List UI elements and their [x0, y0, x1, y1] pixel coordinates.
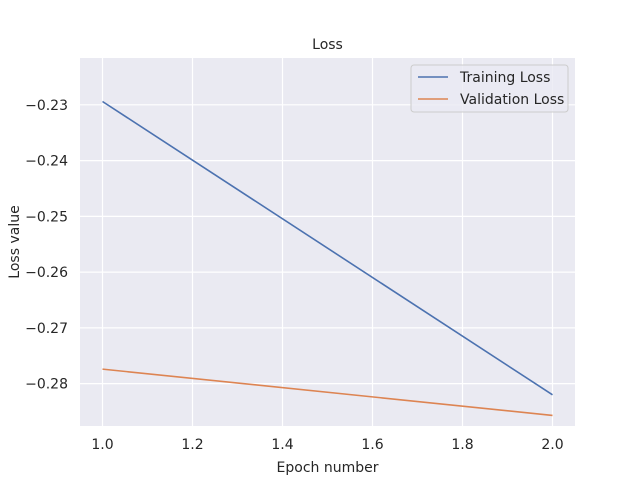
legend-label-training: Training Loss — [459, 70, 550, 86]
grid — [80, 58, 575, 426]
y-tick-label: −0.23 — [25, 98, 68, 114]
y-tick-label: −0.24 — [25, 154, 68, 170]
x-tick-label: 2.0 — [541, 437, 563, 453]
series-line-validation — [102, 368, 553, 417]
x-axis-label: Epoch number — [277, 460, 379, 476]
x-tick-label: 1.0 — [91, 437, 113, 453]
y-axis-label: Loss value — [7, 205, 23, 278]
y-tick-label: −0.26 — [25, 265, 68, 281]
x-tick-label: 1.4 — [271, 437, 293, 453]
chart-title: Loss — [312, 37, 343, 53]
y-axis-ticks: −0.23 −0.24 −0.25 −0.26 −0.27 −0.28 — [25, 98, 68, 393]
x-tick-label: 1.2 — [181, 437, 203, 453]
y-tick-label: −0.25 — [25, 209, 68, 225]
x-axis-ticks: 1.0 1.2 1.4 1.6 1.8 2.0 — [91, 437, 563, 453]
x-tick-label: 1.8 — [451, 437, 473, 453]
series-line-training — [102, 100, 553, 396]
legend: Training Loss Validation Loss — [410, 64, 569, 113]
legend-label-validation: Validation Loss — [460, 92, 564, 108]
y-tick-label: −0.28 — [25, 377, 68, 393]
y-tick-label: −0.27 — [25, 321, 68, 337]
plot-area — [80, 58, 575, 426]
x-tick-label: 1.6 — [361, 437, 383, 453]
legend-box — [410, 64, 569, 113]
series-lines — [102, 100, 553, 417]
